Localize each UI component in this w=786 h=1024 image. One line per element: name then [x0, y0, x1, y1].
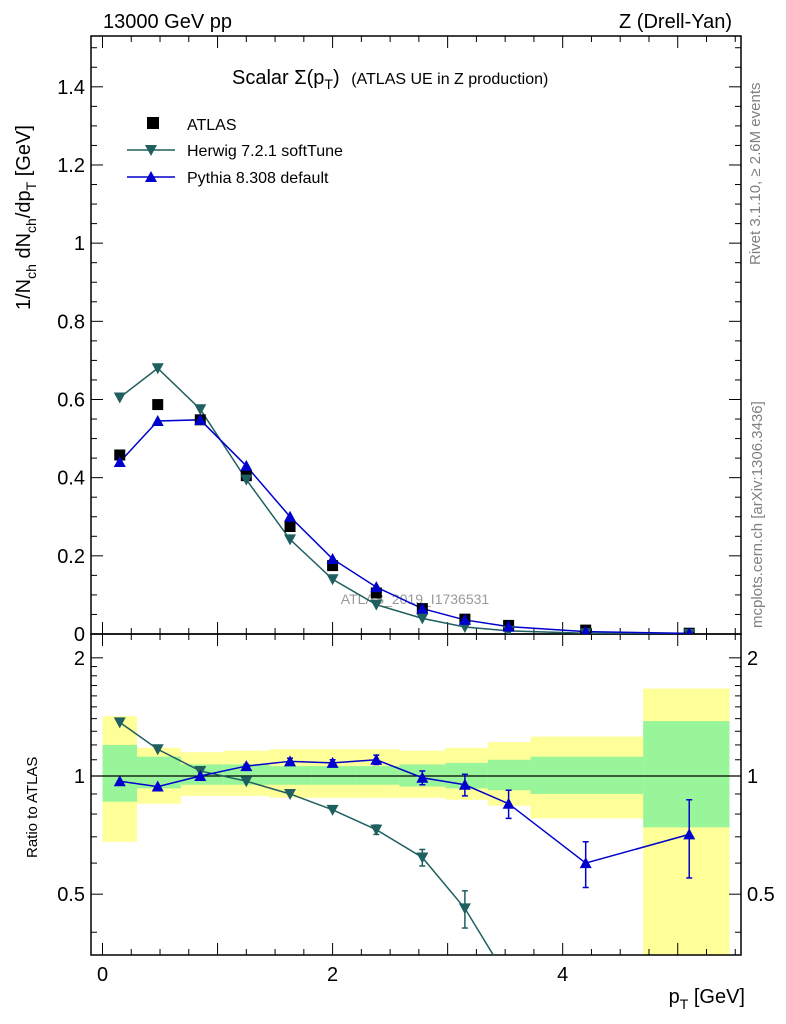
main-ytick-label-3: 0.6	[57, 389, 85, 411]
band-inner-11	[643, 721, 730, 828]
ratio-point-s1-1	[151, 780, 164, 792]
main-point-s2-6	[370, 581, 383, 593]
rivet-version-label: Rivet 3.1.10, ≥ 2.6M events	[747, 83, 764, 266]
ratio-ytick-label-left-2: 2	[74, 648, 85, 670]
ratio-ytick-label-right-0: 0.5	[747, 884, 775, 906]
ratio-ytick-label-left-0: 0.5	[57, 884, 85, 906]
main-ytick-label-2: 0.4	[57, 468, 85, 490]
ratio-point-s0-3	[240, 776, 253, 788]
plot-title-rest: (ATLAS UE in Z production)	[351, 71, 548, 88]
legend-marker-atlas	[147, 117, 159, 129]
header-process-label: Z (Drell-Yan)	[619, 11, 732, 33]
main-point-s1-1	[151, 363, 164, 375]
ratio-point-s1-8	[458, 778, 471, 790]
ratio-point-s1-6	[370, 753, 383, 765]
ratio-point-s1-4	[284, 755, 297, 767]
legend-label-atlas: ATLAS	[187, 117, 237, 134]
main-point-s2-11	[685, 627, 693, 634]
legend-marker-pythia	[145, 171, 157, 182]
ratio-point-s0-4	[284, 788, 297, 800]
main-point-s1-2	[194, 404, 207, 416]
ratio-ytick-label-right-1: 1	[747, 766, 758, 788]
x-tick-label-1: 2	[327, 964, 338, 986]
ratio-point-s1-10	[579, 857, 592, 869]
main-point-s0-4	[284, 521, 296, 533]
main-ytick-label-1: 0.2	[57, 546, 85, 568]
ratio-point-s1-0	[113, 775, 126, 787]
main-point-s2-5	[326, 552, 339, 564]
x-axis-label: pT [GeV]	[669, 986, 745, 1012]
ratio-y-axis-label: Ratio to ATLAS	[24, 757, 41, 858]
band-inner-10	[530, 756, 644, 794]
ratio-point-s0-0	[113, 717, 126, 729]
legend: ATLAS Herwig 7.2.1 softTune Pythia 8.308…	[127, 117, 343, 187]
plot-title-main: Scalar Σ(p	[232, 67, 324, 89]
main-ytick-label-6: 1.2	[57, 155, 85, 177]
x-tick-label-0: 0	[97, 964, 108, 986]
main-point-s1-7	[416, 613, 429, 625]
ratio-point-s0-1	[151, 744, 164, 756]
band-inner-9	[487, 759, 531, 791]
main-ytick-label-5: 1	[74, 233, 85, 255]
main-point-s2-9	[502, 620, 515, 632]
ratio-plot-data	[113, 717, 696, 955]
header-collision-label: 13000 GeV pp	[103, 11, 232, 33]
main-point-s2-1	[151, 414, 164, 426]
main-point-s2-0	[113, 456, 126, 468]
ratio-point-s1-11	[683, 828, 696, 840]
band-inner-0	[102, 744, 138, 802]
legend-label-pythia: Pythia 8.308 default	[187, 170, 329, 187]
main-point-s0-0	[114, 449, 126, 461]
main-y-axis-label: 1/Nch dNch/dpT [GeV]	[13, 125, 39, 310]
band-inner-3	[223, 764, 270, 785]
ratio-axis-ticks: 0.5 0.5 1 1 2 2 0 2 4	[57, 634, 775, 986]
mcplots-label: mcplots.cern.ch [arXiv:1306.3436]	[749, 401, 766, 628]
main-series-line-1	[119, 367, 690, 634]
main-axis-ticks: 0 0.2 0.4 0.6 0.8 1 1.2 1.4	[57, 36, 741, 646]
ratio-point-s1-7	[416, 771, 429, 783]
ratio-series-line-0	[119, 721, 495, 955]
x-tick-label-2: 4	[557, 964, 568, 986]
main-point-s0-1	[152, 399, 164, 411]
main-ytick-label-4: 0.8	[57, 311, 85, 333]
main-point-s1-5	[326, 574, 339, 586]
ratio-plot-frame	[90, 633, 742, 956]
main-point-s2-7	[416, 602, 429, 614]
ratio-series-line-1	[119, 758, 690, 864]
main-ytick-label-7: 1.4	[57, 77, 85, 99]
main-point-s1-6	[370, 599, 383, 611]
main-series-line-2	[119, 419, 690, 634]
main-point-s1-3	[240, 474, 253, 486]
ratio-ytick-label-right-2: 2	[747, 648, 758, 670]
main-point-s2-3	[240, 459, 253, 471]
ratio-point-s0-7	[416, 852, 429, 864]
ratio-point-s1-2	[194, 770, 207, 782]
main-point-s0-6	[370, 587, 382, 599]
ratio-point-s1-3	[240, 760, 253, 772]
legend-label-herwig: Herwig 7.2.1 softTune	[187, 143, 343, 160]
main-point-s2-2	[194, 413, 207, 425]
ratio-point-s1-5	[326, 756, 339, 768]
main-point-s1-0	[113, 392, 126, 404]
legend-marker-herwig	[145, 145, 157, 156]
main-point-s1-4	[284, 534, 297, 546]
main-point-s2-8	[458, 613, 471, 625]
main-ytick-label-0: 0	[74, 624, 85, 646]
ratio-point-s0-6	[370, 824, 383, 836]
ratio-point-s0-8	[458, 903, 471, 915]
plot-title: Scalar Σ(pT) (ATLAS UE in Z production)	[232, 67, 548, 92]
main-point-s0-5	[327, 560, 339, 572]
ratio-point-s1-9	[502, 797, 515, 809]
main-plot-data	[113, 363, 696, 634]
ratio-uncertainty-bands	[102, 688, 730, 955]
main-point-s2-4	[284, 510, 297, 522]
ratio-point-s0-5	[326, 804, 339, 816]
ratio-ytick-label-left-1: 1	[74, 766, 85, 788]
plot-title-close: )	[333, 67, 340, 89]
plot-title-sub: T	[324, 76, 333, 92]
main-point-s2-10	[581, 625, 591, 634]
